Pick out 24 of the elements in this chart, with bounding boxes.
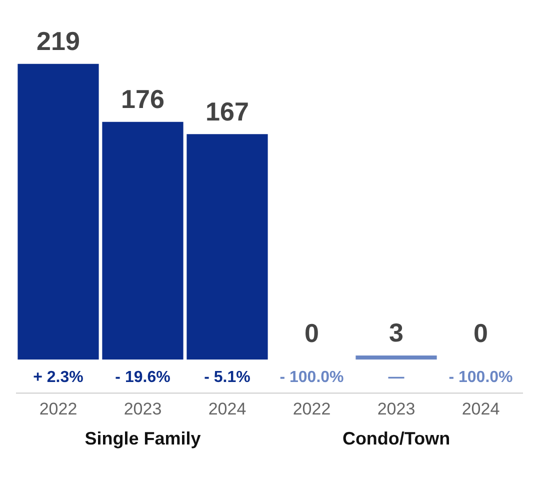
x-tick-label: 2024 — [462, 399, 500, 418]
text: + 2.3% — [33, 369, 84, 386]
x-tick-label: 2023 — [377, 399, 416, 418]
bar — [18, 64, 99, 360]
text: - 19.6% — [115, 369, 170, 386]
data-label: 219 — [36, 26, 80, 56]
data-label: 176 — [121, 84, 164, 114]
x-tick-label: 2022 — [39, 399, 78, 418]
text: - 100.0% — [280, 369, 344, 386]
x-tick-label: 2024 — [208, 399, 246, 418]
data-label: 167 — [206, 96, 249, 126]
bar — [356, 356, 437, 360]
text: - 100.0% — [448, 369, 513, 386]
text: Single Family — [84, 428, 201, 449]
bar — [186, 134, 268, 360]
data-label: 0 — [474, 318, 488, 348]
bar — [102, 122, 184, 360]
text: — — [388, 369, 404, 386]
x-tick-label: 2023 — [124, 399, 162, 418]
text: Condo/Town — [342, 428, 450, 449]
data-label: 3 — [389, 318, 404, 348]
text: - 5.1% — [204, 369, 250, 386]
x-tick-label: 2022 — [292, 399, 331, 418]
data-label: 0 — [304, 318, 319, 348]
